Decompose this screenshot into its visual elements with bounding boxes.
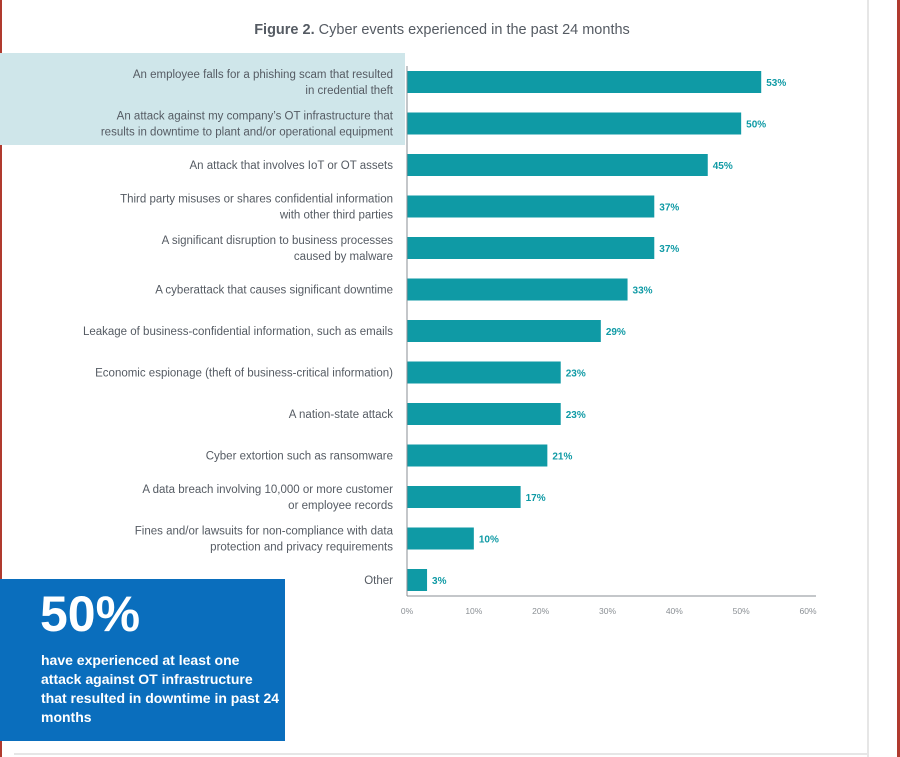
- x-tick-label: 40%: [666, 606, 683, 616]
- data-label: 23%: [566, 410, 586, 421]
- data-label: 17%: [526, 493, 546, 504]
- chart-title: Figure 2. Cyber events experienced in th…: [0, 22, 884, 38]
- callout-stat: 50%: [40, 586, 141, 642]
- title-text: Cyber events experienced in the past 24 …: [318, 22, 630, 38]
- category-label: A cyberattack that causes significant do…: [155, 285, 393, 297]
- category-label: in credential theft: [305, 85, 393, 97]
- category-label: A significant disruption to business pro…: [162, 235, 394, 247]
- bar: [407, 403, 561, 425]
- data-label: 23%: [566, 369, 586, 380]
- callout-text: have experienced at least one attack aga…: [41, 652, 280, 725]
- bar: [407, 278, 628, 301]
- data-label: 45%: [713, 161, 733, 172]
- x-tick-label: 0%: [401, 606, 414, 616]
- data-label: 10%: [479, 535, 499, 546]
- bar: [407, 71, 762, 93]
- category-label: Leakage of business-confidential informa…: [83, 326, 393, 338]
- highlight-band: [0, 53, 405, 145]
- data-label: 3%: [432, 576, 447, 587]
- bar: [407, 195, 655, 218]
- data-label: 50%: [746, 120, 766, 131]
- bar: [407, 486, 521, 508]
- category-label: An attack that involves IoT or OT assets: [190, 160, 394, 172]
- category-label: or employee records: [288, 500, 393, 512]
- category-label: Cyber extortion such as ransomware: [206, 451, 393, 463]
- x-tick-label: 20%: [532, 606, 549, 616]
- category-label: protection and privacy requirements: [210, 542, 393, 554]
- bar: [407, 444, 548, 467]
- data-label: 37%: [659, 203, 679, 214]
- category-label: Fines and/or lawsuits for non-compliance…: [135, 526, 394, 538]
- bar: [407, 320, 601, 342]
- category-label: A nation-state attack: [289, 409, 393, 421]
- category-label: Third party misuses or shares confidenti…: [120, 194, 393, 206]
- category-label: An attack against my company’s OT infras…: [117, 111, 394, 123]
- figure-number: Figure 2.: [254, 22, 315, 38]
- category-label: Other: [364, 575, 393, 587]
- frame-left-border: [0, 0, 2, 757]
- frame-bottom-line: [14, 753, 869, 755]
- data-label: 37%: [659, 244, 679, 255]
- category-label: A data breach involving 10,000 or more c…: [142, 484, 393, 496]
- data-label: 21%: [552, 452, 572, 463]
- bar: [407, 237, 655, 259]
- category-label: with other third parties: [279, 210, 393, 222]
- frame-right-border: [897, 0, 900, 757]
- callout-box: 50% have experienced at least one attack…: [0, 579, 285, 741]
- bar: [407, 361, 561, 384]
- x-tick-label: 10%: [465, 606, 482, 616]
- category-label: caused by malware: [294, 251, 393, 263]
- x-tick-label: 50%: [733, 606, 750, 616]
- data-label: 53%: [766, 78, 786, 89]
- category-label: An employee falls for a phishing scam th…: [133, 69, 393, 81]
- frame-right-line: [867, 0, 869, 757]
- category-label: results in downtime to plant and/or oper…: [101, 127, 394, 139]
- x-tick-label: 30%: [599, 606, 616, 616]
- data-label: 33%: [633, 286, 653, 297]
- bar: [407, 154, 708, 176]
- bar: [407, 569, 428, 591]
- x-tick-label: 60%: [799, 606, 816, 616]
- bar: [407, 527, 474, 550]
- bar: [407, 112, 742, 135]
- data-label: 29%: [606, 327, 626, 338]
- category-label: Economic espionage (theft of business-cr…: [95, 368, 393, 380]
